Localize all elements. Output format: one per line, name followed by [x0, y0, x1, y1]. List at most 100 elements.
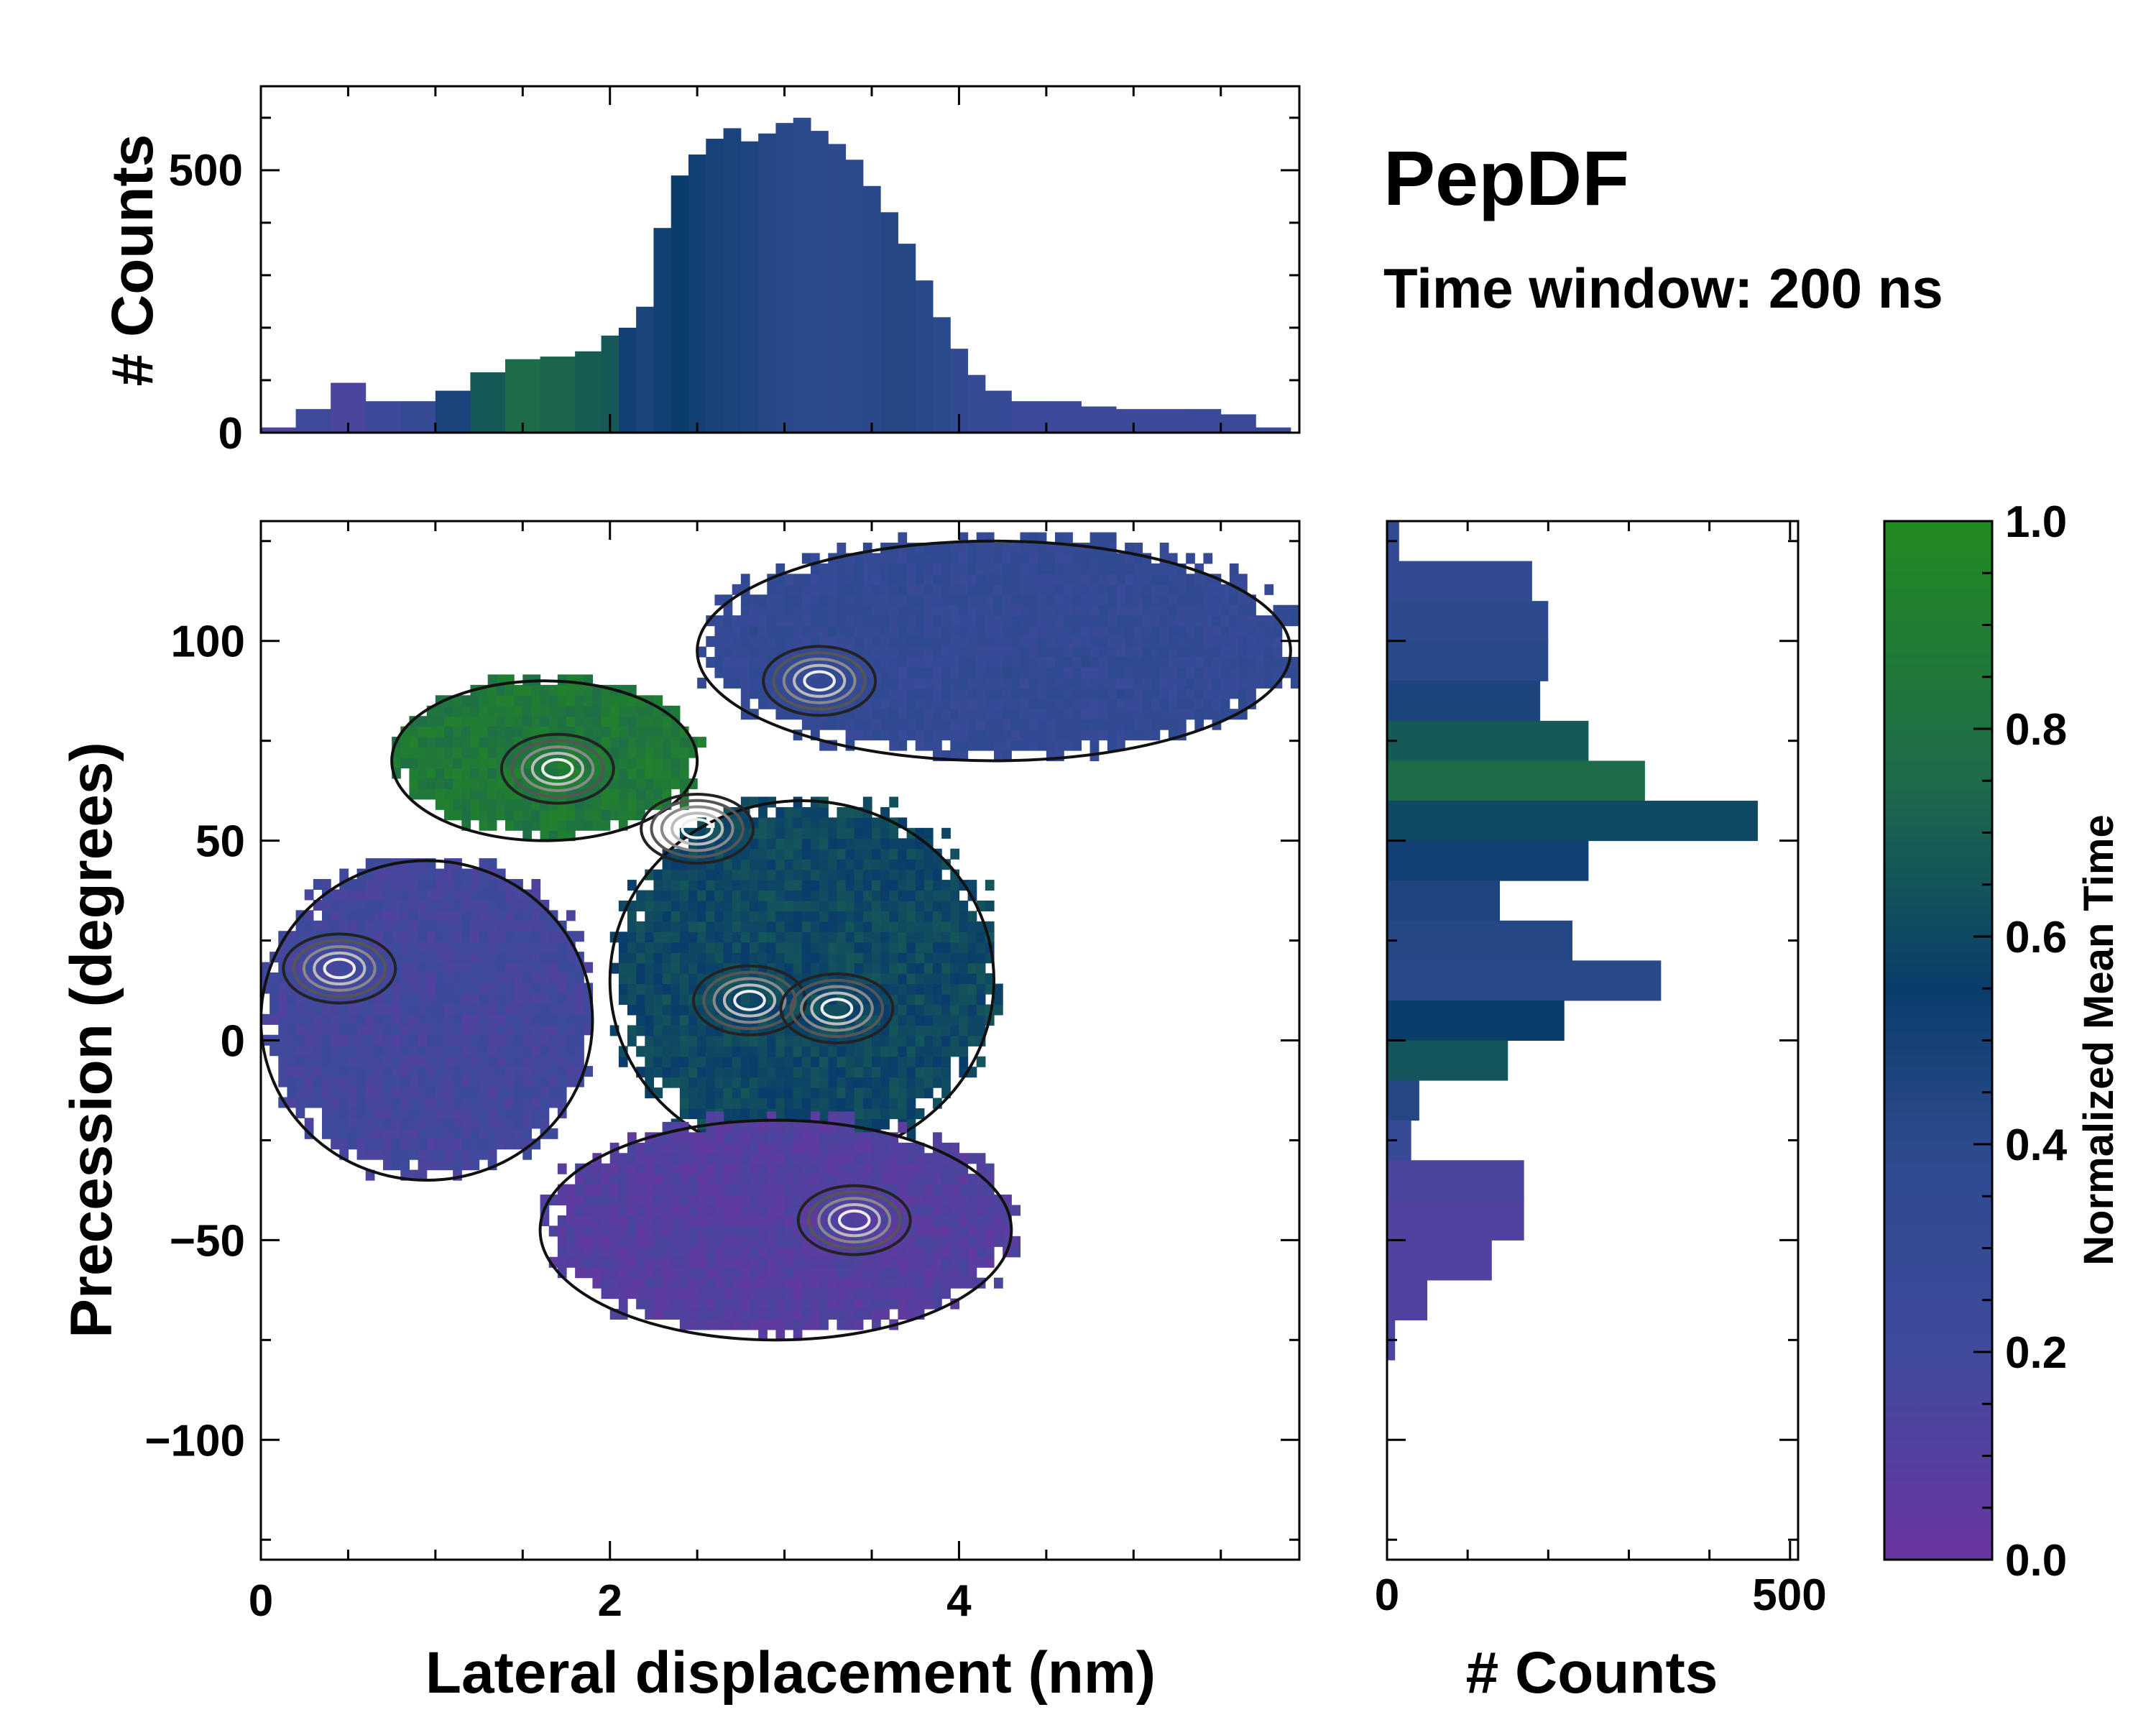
density-peak-contour: [779, 972, 895, 1045]
top-histogram-panel: 500 0 # Counts: [100, 85, 1301, 459]
top-histogram-bar: [618, 327, 637, 433]
colorbar-tick-label: 0.0: [2005, 1536, 2067, 1586]
top-histogram-bar: [653, 228, 672, 433]
right-histogram-bar: [1387, 681, 1541, 722]
right-histogram-bar: [1387, 601, 1549, 642]
top-histogram-bar: [845, 160, 864, 433]
right-histogram-bar: [1387, 1000, 1565, 1041]
main-ytick-label: −100: [144, 1416, 245, 1466]
heatmap-region-upper-right-basin: [696, 532, 1299, 763]
colorbar-tick-label: 1.0: [2005, 497, 2067, 547]
right-histogram-bars: [1387, 521, 1758, 1361]
main-heatmap-panel: 0 2 4 −100 −50 0 50 100 Lateral displacement (n…: [59, 520, 1301, 1706]
colorbar-tick-label: 0.8: [2005, 705, 2067, 755]
heatmap-regions: [261, 532, 1299, 1342]
top-histogram-bar: [723, 128, 742, 433]
colorbar: 0.0 0.2 0.4 0.6 0.8 1.0 Normalized Mean Time: [1883, 497, 2122, 1586]
top-histogram-bar: [365, 401, 401, 433]
top-histogram-bar: [1186, 409, 1222, 433]
top-histogram-bar: [295, 409, 331, 433]
right-histogram-bar: [1387, 840, 1589, 881]
density-peak-contour: [796, 1184, 912, 1256]
colorbar-gradient: [1883, 520, 1994, 1561]
top-histogram-bar: [636, 306, 654, 433]
colorbar-ticks: [1973, 520, 1992, 1561]
heatmap-region-lower-basin: [538, 1111, 1021, 1342]
right-histogram-bar: [1387, 1040, 1508, 1081]
heatmap-region-left-basin: [261, 858, 594, 1182]
top-histogram-bar: [706, 139, 724, 433]
figure-title: PepDF: [1383, 134, 1629, 221]
main-heatmap-tick-labels: 0 2 4 −100 −50 0 50 100: [144, 617, 972, 1626]
top-histogram-bar: [400, 401, 436, 433]
right-histogram-bar: [1387, 1200, 1524, 1241]
right-histogram-ticks: [1386, 521, 1798, 1560]
density-peak-contour: [692, 964, 807, 1036]
right-histogram-bar: [1387, 640, 1549, 681]
top-ytick-label-500: 500: [169, 146, 243, 196]
top-histogram-bar: [1046, 401, 1082, 433]
main-xtick-label: 2: [597, 1576, 622, 1626]
colorbar-tick-label: 0.6: [2005, 913, 2067, 962]
heatmap-region-outline: [261, 859, 594, 1182]
right-histogram-bar: [1387, 1240, 1492, 1281]
top-histogram-bar: [898, 244, 916, 433]
top-histogram-bar: [540, 356, 576, 433]
right-histogram-bar: [1387, 1080, 1419, 1121]
right-xtick-label-500: 500: [1752, 1570, 1826, 1620]
right-histogram-bar: [1387, 960, 1662, 1001]
main-ylabel: Precession (degrees): [59, 742, 124, 1338]
top-histogram-bar: [688, 154, 706, 433]
density-peak-contour: [499, 732, 615, 805]
right-histogram-bar: [1387, 1160, 1524, 1201]
main-heatmap-ticks: [259, 521, 1299, 1560]
density-peak-contour: [282, 932, 397, 1005]
heatmap-region-outline: [538, 1118, 1013, 1342]
right-histogram-bar: [1387, 760, 1645, 801]
top-histogram-bar: [470, 372, 506, 433]
density-peak-contour: [762, 645, 877, 717]
main-ytick-label: 0: [221, 1017, 245, 1067]
right-histogram-bar: [1387, 801, 1758, 842]
right-histogram-panel: 0 500 # Counts: [1375, 520, 1827, 1706]
heatmap-density-peaks: [282, 645, 912, 1256]
main-ytick-label: −50: [170, 1216, 245, 1266]
heatmap-region-upper-left-basin: [390, 674, 706, 842]
top-histogram-ticks: [259, 86, 1299, 434]
heatmap-region-outline: [390, 679, 699, 842]
top-histogram-bar: [1220, 414, 1256, 433]
top-histogram-bar: [740, 141, 759, 433]
density-peak-contour: [640, 792, 755, 865]
top-histogram-bar: [671, 175, 689, 433]
top-histogram-bar: [811, 131, 829, 433]
top-histogram-bar: [261, 427, 297, 433]
main-ytick-label: 50: [195, 817, 245, 867]
top-histogram-bar: [435, 390, 471, 433]
right-histogram-xlabel: # Counts: [1466, 1640, 1718, 1706]
main-xtick-label: 4: [946, 1576, 972, 1626]
top-histogram-bar: [775, 123, 794, 433]
top-histogram-bar: [828, 144, 847, 433]
top-histogram-ylabel: # Counts: [100, 134, 165, 387]
top-histogram-bar: [758, 133, 776, 433]
top-histogram-bars: [261, 117, 1291, 433]
figure-subtitle: Time window: 200 ns: [1383, 257, 1943, 320]
top-histogram-bar: [793, 117, 811, 433]
colorbar-label: Normalized Mean Time: [2076, 814, 2122, 1265]
top-histogram-bar: [933, 317, 951, 433]
top-histogram-bar: [505, 359, 541, 433]
right-histogram-bar: [1387, 1279, 1428, 1321]
colorbar-tick-label: 0.4: [2005, 1121, 2068, 1170]
right-histogram-bar: [1387, 880, 1501, 921]
colorbar-tick-label: 0.2: [2005, 1328, 2067, 1378]
top-histogram-frame: [259, 85, 1301, 434]
right-histogram-bar: [1387, 720, 1589, 761]
top-histogram-bar: [880, 212, 898, 433]
top-histogram-bar: [967, 374, 986, 433]
colorbar-tick-labels: 0.0 0.2 0.4 0.6 0.8 1.0: [2005, 497, 2068, 1586]
top-histogram-bar: [575, 351, 602, 433]
top-histogram-bar: [1256, 427, 1291, 433]
main-xtick-label: 0: [249, 1576, 273, 1626]
top-histogram-bar: [1081, 406, 1117, 433]
